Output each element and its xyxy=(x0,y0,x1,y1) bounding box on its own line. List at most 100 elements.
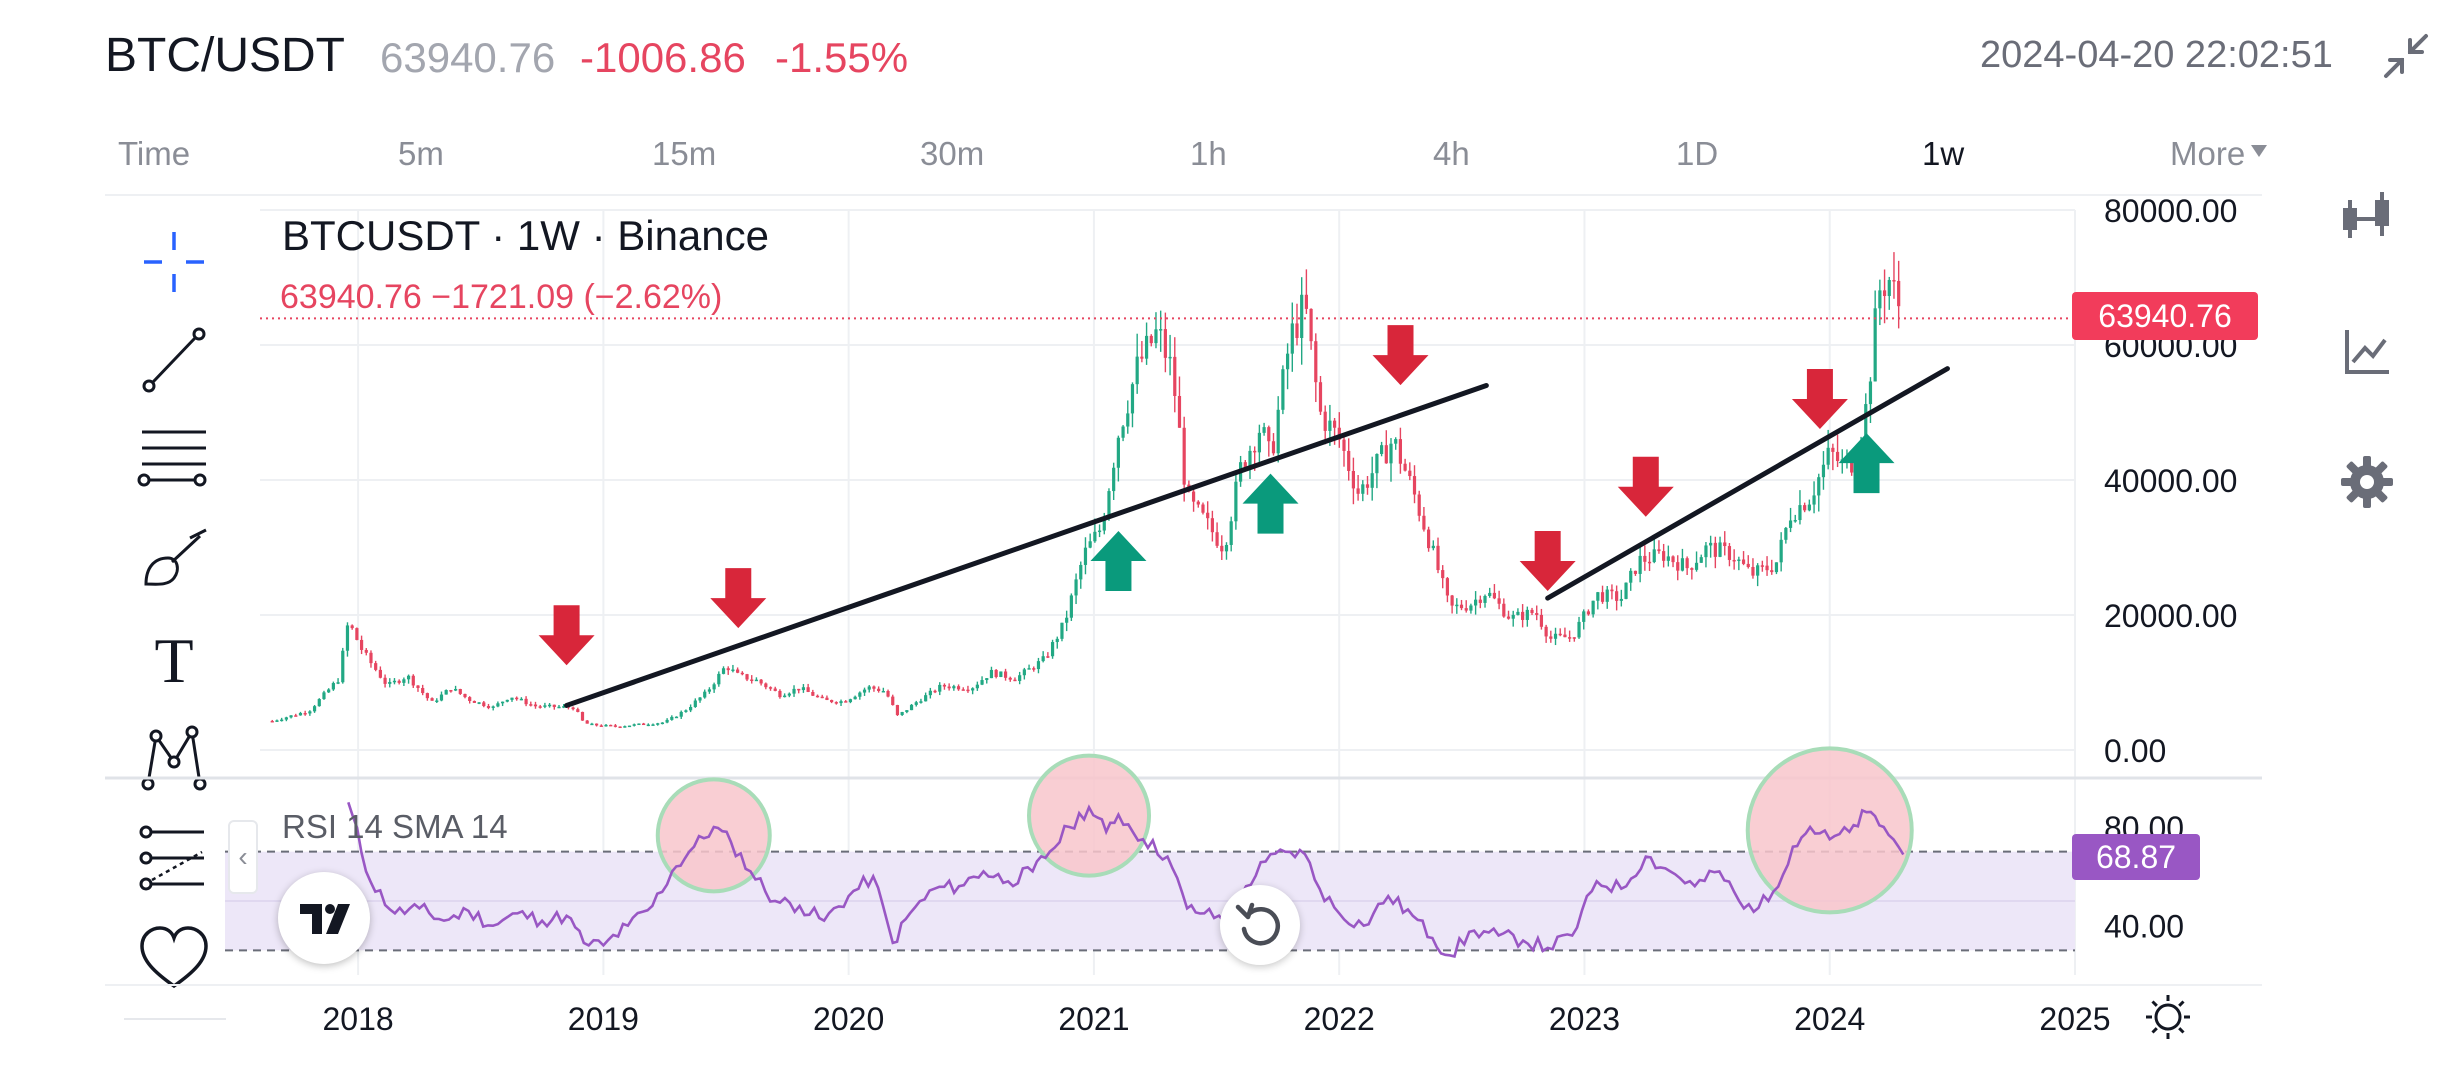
candle xyxy=(1685,558,1689,569)
candle xyxy=(1262,427,1266,433)
favorite-heart-icon[interactable] xyxy=(134,916,214,996)
candle xyxy=(1770,570,1774,573)
candle xyxy=(632,724,636,726)
candle xyxy=(1671,556,1675,563)
candle xyxy=(1140,356,1144,359)
candle xyxy=(867,686,871,690)
candle xyxy=(439,694,444,701)
candle xyxy=(1003,671,1008,678)
settings-gear-icon[interactable] xyxy=(2335,450,2399,514)
tradingview-logo[interactable] xyxy=(278,872,370,964)
rsi-legend-label[interactable]: RSI 14 SMA 14 xyxy=(282,808,508,845)
candles-icon[interactable] xyxy=(2335,186,2399,250)
candle xyxy=(745,674,749,680)
candle xyxy=(482,702,486,707)
candle xyxy=(679,711,683,717)
fib-lines-icon[interactable] xyxy=(134,420,214,500)
candle xyxy=(1342,439,1346,451)
reset-chart-icon[interactable] xyxy=(1220,885,1300,965)
svg-text:T: T xyxy=(154,625,193,696)
candle xyxy=(1055,638,1059,643)
candle xyxy=(1088,541,1092,548)
candle xyxy=(707,689,712,692)
candle xyxy=(1097,530,1102,533)
text-icon[interactable]: T xyxy=(134,618,214,698)
candle xyxy=(1647,561,1652,564)
candle xyxy=(1060,622,1064,639)
prediction-icon[interactable] xyxy=(134,818,214,898)
candle xyxy=(759,679,763,684)
tab-4h[interactable]: 4h xyxy=(1433,135,1470,172)
candle xyxy=(1450,595,1454,606)
candle xyxy=(392,680,397,683)
candle xyxy=(402,679,406,683)
candle xyxy=(1474,599,1478,606)
candle xyxy=(909,704,914,711)
candle xyxy=(1173,356,1177,396)
crosshair-icon[interactable] xyxy=(134,222,214,302)
tab-5m[interactable]: 5m xyxy=(398,135,444,172)
tab-more[interactable]: More xyxy=(2170,135,2268,173)
rsi-collapse-chevron-icon[interactable]: ‹ xyxy=(228,820,258,894)
candle xyxy=(1591,600,1595,615)
candle xyxy=(1050,642,1055,657)
candle xyxy=(303,713,307,715)
candle xyxy=(458,688,462,694)
candle xyxy=(1177,395,1182,428)
candle xyxy=(1417,494,1421,516)
candle xyxy=(1191,491,1196,502)
candle xyxy=(1539,614,1544,627)
trend-line xyxy=(1545,366,1950,601)
candle xyxy=(1459,604,1464,609)
tab-time[interactable]: Time xyxy=(118,135,191,172)
candle xyxy=(1187,484,1191,492)
candle xyxy=(994,669,998,677)
candle xyxy=(1464,608,1468,611)
candle xyxy=(449,690,453,692)
candle xyxy=(327,689,331,693)
candle xyxy=(665,719,669,723)
candle xyxy=(1680,558,1685,571)
candle xyxy=(1544,626,1548,637)
candle xyxy=(905,710,909,713)
candle xyxy=(1699,557,1703,563)
candle xyxy=(689,707,693,711)
price-tick-label: 80000.00 xyxy=(2104,193,2237,229)
candle xyxy=(1525,609,1529,620)
collapse-arrows-icon[interactable] xyxy=(2380,30,2432,82)
trend-line-icon[interactable] xyxy=(134,320,214,400)
candle xyxy=(378,669,382,678)
tab-30m[interactable]: 30m xyxy=(920,135,985,172)
candle xyxy=(1779,539,1783,563)
candle xyxy=(872,686,876,689)
symbol-title[interactable]: BTC/USDT xyxy=(105,29,345,82)
candle xyxy=(989,669,994,679)
candle xyxy=(1074,579,1078,596)
candle xyxy=(1859,441,1863,463)
tab-1h[interactable]: 1h xyxy=(1190,135,1227,172)
candle xyxy=(1506,616,1511,619)
candle xyxy=(1253,450,1257,453)
chart-legend-title[interactable]: BTCUSDT · 1W · Binance xyxy=(282,212,769,259)
tab-1w[interactable]: 1w xyxy=(1922,135,1965,172)
candle xyxy=(1206,512,1210,519)
candle xyxy=(1370,473,1374,488)
candle xyxy=(1732,559,1736,562)
pattern-icon[interactable] xyxy=(134,718,214,798)
down-arrow-icon xyxy=(1519,531,1576,591)
candle xyxy=(374,663,378,670)
candle xyxy=(1563,634,1567,638)
tab-15m[interactable]: 15m xyxy=(652,135,717,172)
candle xyxy=(1605,589,1609,602)
candle xyxy=(505,699,509,702)
candle xyxy=(1690,568,1694,570)
candle xyxy=(1229,521,1233,545)
candle xyxy=(933,690,937,693)
tab-1d[interactable]: 1D xyxy=(1676,135,1719,172)
brush-icon[interactable] xyxy=(134,518,214,598)
candle xyxy=(1008,677,1012,680)
indicators-icon[interactable] xyxy=(2335,320,2399,384)
candle xyxy=(1375,453,1379,474)
candle xyxy=(1492,592,1497,599)
candle xyxy=(806,687,810,692)
